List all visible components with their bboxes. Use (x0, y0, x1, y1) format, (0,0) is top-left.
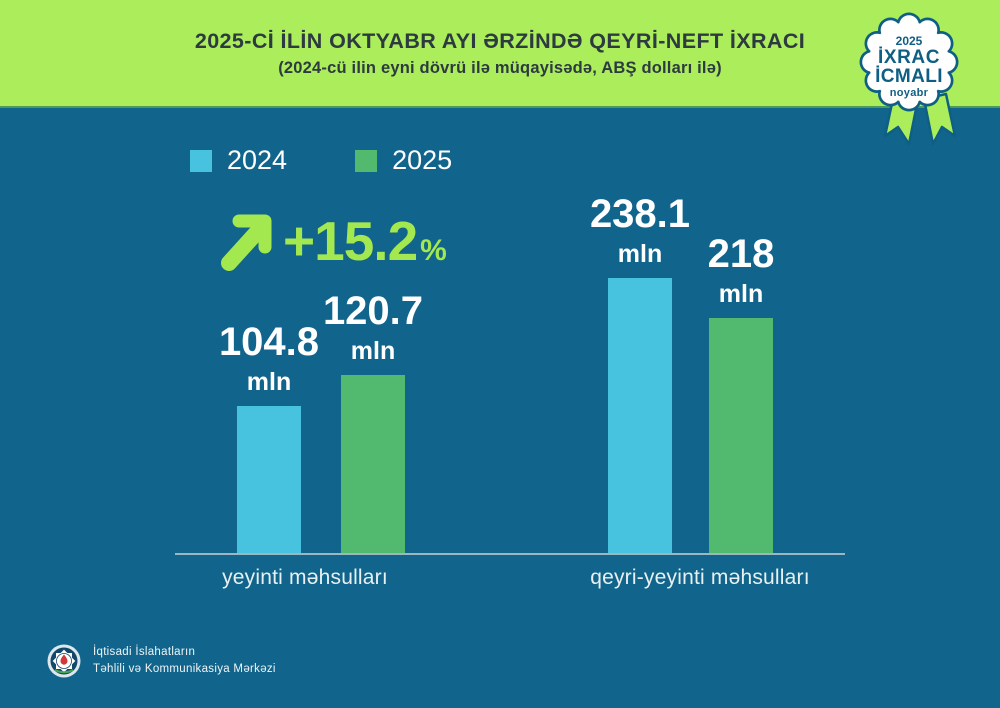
header-band: 2025-Cİ İLİN OKTYABR AYI ƏRZİNDƏ QEYRİ-N… (0, 0, 1000, 108)
bar-2025-qeyri-yeyinti: 218 mln (671, 234, 811, 554)
bar-unit-label: mln (246, 368, 292, 396)
legend-swatch-2025 (355, 149, 378, 172)
bar-rect-2025-qeyri-yeyinti (709, 318, 773, 554)
badge-year: 2025 (895, 34, 923, 48)
bar-rect-2024-yeyinti (237, 406, 301, 554)
award-badge: 2025 İXRAC İCMALI noyabr (848, 4, 970, 156)
bar-value-label: 104.8 (218, 320, 320, 364)
bar-2024-yeyinti: 104.8 mln (199, 322, 339, 554)
bar-2024-qeyri-yeyinti: 238.1 mln (570, 194, 710, 554)
org-emblem-icon (47, 644, 81, 678)
legend-swatch-2024 (190, 149, 212, 172)
category-label-qeyri-yeyinti: qeyri-yeyinti məhsulları (590, 566, 810, 589)
chart-legend: 2024 2025 (190, 145, 452, 176)
bar-rect-2025-yeyinti (341, 375, 405, 554)
footer: İqtisadi İslahatların Təhlili və Kommuni… (46, 643, 276, 679)
badge-month: noyabr (889, 87, 929, 99)
rosette-ribbon-icon (859, 12, 959, 146)
bar-value-label: 238.1 (589, 192, 691, 236)
trend-up-arrow-icon (221, 214, 272, 271)
growth-percent-sign: % (420, 234, 447, 267)
bar-value-label: 120.7 (322, 289, 424, 333)
bar-rect-2024-qeyri-yeyinti (608, 278, 672, 554)
bar-value-label: 218 (707, 232, 775, 276)
page-title: 2025-Cİ İLİN OKTYABR AYI ƏRZİNDƏ QEYRİ-N… (194, 28, 806, 53)
badge-title-line2: İCMALI (875, 66, 943, 87)
legend-item-2025: 2025 (355, 145, 452, 176)
growth-text: +15.2 % (283, 208, 447, 274)
bar-unit-label: mln (718, 280, 764, 308)
bar-2025-yeyinti: 120.7 mln (303, 291, 443, 554)
page-subtitle: (2024-cü ilin eyni dövrü ilə müqayisədə,… (278, 58, 722, 77)
growth-value: +15.2 (283, 210, 418, 272)
x-axis-line (175, 553, 845, 555)
legend-item-2024: 2024 (190, 145, 287, 176)
bar-unit-label: mln (617, 240, 663, 268)
bar-unit-label: mln (350, 337, 396, 365)
category-label-yeyinti: yeyinti məhsulları (222, 566, 388, 589)
growth-annotation: +15.2 % (213, 208, 447, 274)
org-name-line2: Təhlili və Kommunikasiya Mərkəzi (93, 663, 276, 675)
org-name: İqtisadi İslahatların Təhlili və Kommuni… (93, 644, 276, 679)
legend-label-2024: 2024 (227, 145, 288, 175)
badge-title-line1: İXRAC (877, 47, 941, 68)
legend-label-2025: 2025 (392, 145, 453, 175)
org-name-line1: İqtisadi İslahatların (93, 645, 196, 658)
